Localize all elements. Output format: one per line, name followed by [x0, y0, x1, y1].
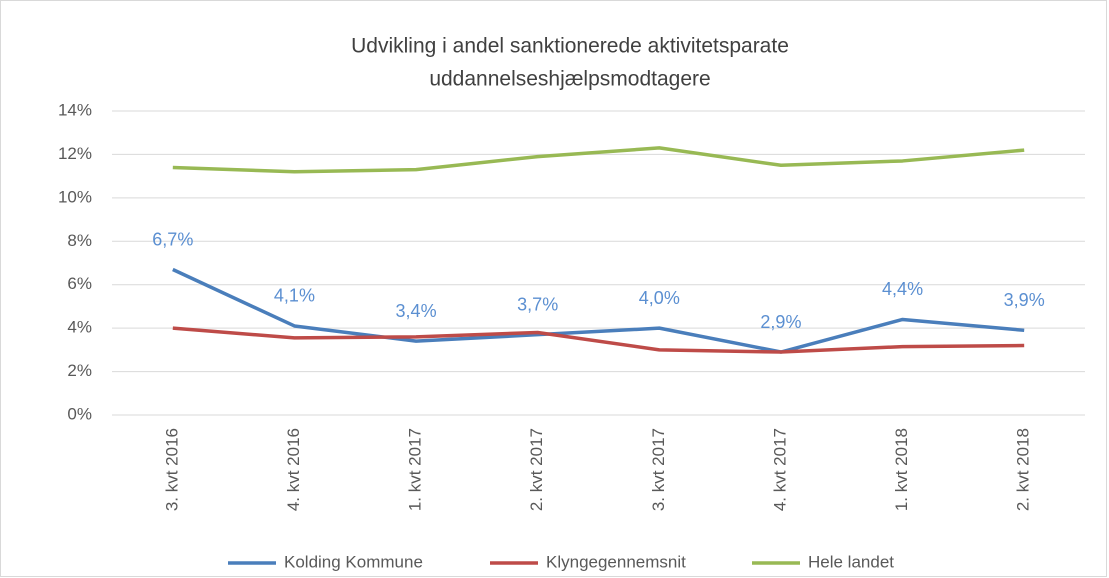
- x-tick-label: 3. kvt 2017: [649, 428, 668, 511]
- series-line: [172, 326, 1025, 354]
- data-label: 3,4%: [396, 301, 437, 321]
- data-label: 3,7%: [517, 294, 558, 314]
- y-tick-label: 6%: [67, 274, 92, 293]
- x-tick-label: 3. kvt 2016: [162, 428, 181, 511]
- legend-label: Hele landet: [808, 552, 894, 571]
- x-tick-label: 1. kvt 2017: [406, 428, 425, 511]
- y-tick-label: 2%: [67, 361, 92, 380]
- y-tick-label: 0%: [67, 404, 92, 423]
- y-tick-label: 12%: [58, 144, 92, 163]
- data-label: 3,9%: [1004, 290, 1045, 310]
- y-tick-label: 8%: [67, 231, 92, 250]
- y-tick-label: 10%: [58, 187, 92, 206]
- data-label: 4,0%: [639, 288, 680, 308]
- x-tick-label: 4. kvt 2017: [770, 428, 789, 511]
- x-tick-label: 4. kvt 2016: [284, 428, 303, 511]
- x-tick-label: 2. kvt 2017: [527, 428, 546, 511]
- x-tick-label: 1. kvt 2018: [892, 428, 911, 511]
- series-line: [172, 267, 1025, 354]
- x-tick-label: 2. kvt 2018: [1014, 428, 1033, 511]
- data-label: 4,4%: [882, 279, 923, 299]
- series-line: [172, 146, 1025, 174]
- y-tick-label: 4%: [67, 318, 92, 337]
- data-label: 4,1%: [274, 286, 315, 306]
- data-label: 6,7%: [152, 229, 193, 249]
- data-label: 2,9%: [760, 312, 801, 332]
- y-tick-label: 14%: [58, 100, 92, 119]
- chart-title: uddannelseshjælpsmodtagere: [429, 68, 710, 91]
- legend-label: Klyngegennemsnit: [546, 552, 686, 571]
- chart-title: Udvikling i andel sanktionerede aktivite…: [351, 35, 789, 58]
- legend-label: Kolding Kommune: [284, 552, 423, 571]
